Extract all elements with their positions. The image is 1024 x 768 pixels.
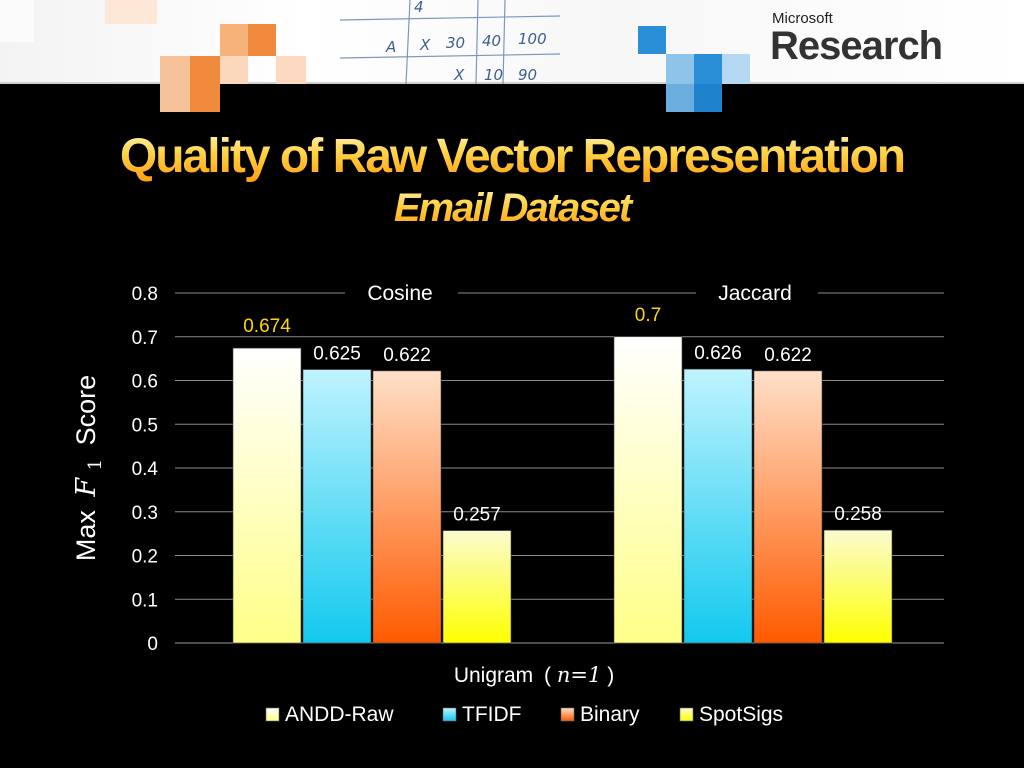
header-banner: A X 30 40 100 X 10 90 4 Microsoft Resear… — [0, 0, 1024, 112]
y-tick-label: 0.8 — [132, 284, 158, 305]
y-tick-label: 0.1 — [132, 590, 158, 611]
legend-swatch — [442, 707, 457, 722]
bar — [372, 370, 442, 644]
y-axis-ticks: 0 0.1 0.2 0.3 0.4 0.5 0.6 0.7 0.8 — [132, 284, 159, 655]
handwriting-text: 10 — [484, 66, 503, 84]
bar — [683, 368, 753, 644]
handwriting-text: X — [453, 66, 465, 84]
banner-tile — [190, 56, 220, 112]
banner-tile — [638, 26, 666, 54]
bar — [442, 530, 512, 644]
bar — [232, 347, 302, 644]
banner-tile — [276, 56, 306, 84]
axis-titles: Max F 1 Score Unigram ( n=1 ) — [71, 375, 614, 687]
x-axis-label-math: n=1 — [557, 663, 601, 687]
panel-labels: Cosine Jaccard — [367, 282, 791, 305]
y-tick-label: 0.6 — [132, 372, 158, 393]
bar — [613, 336, 683, 644]
legend-swatch — [560, 707, 575, 722]
banner-tile — [105, 0, 157, 24]
y-tick-label: 0.5 — [132, 415, 158, 436]
data-label: 0.626 — [694, 343, 742, 364]
y-tick-label: 0.7 — [132, 328, 158, 349]
y-axis-label-suffix: Score — [71, 375, 101, 446]
data-label: 0.625 — [313, 344, 361, 365]
x-axis-label-main: Unigram — [454, 664, 533, 687]
bar — [823, 529, 893, 644]
handwriting-text: 30 — [446, 34, 465, 52]
legend-label: ANDD-Raw — [285, 703, 394, 726]
data-label: 0.258 — [834, 504, 882, 525]
banner-tile — [722, 54, 750, 84]
y-tick-label: 0.4 — [132, 459, 159, 480]
handwriting-text: 4 — [414, 0, 424, 16]
y-axis-label-prefix: Max — [71, 510, 101, 562]
data-labels: 0.674 0.625 0.622 0.257 0.7 0.626 0.622 0.258 — [243, 305, 882, 526]
logo-division: Research — [770, 24, 943, 68]
y-axis-label-var: F — [71, 477, 102, 498]
slide-titles: Quality of Raw Vector Representation Ema… — [0, 130, 1024, 232]
panel-label: Cosine — [367, 282, 432, 305]
bars — [232, 336, 893, 644]
handwriting-text: A — [385, 38, 396, 56]
legend-swatch — [265, 707, 280, 722]
data-label: 0.674 — [243, 316, 291, 337]
handwriting-text: 90 — [518, 66, 537, 84]
legend: ANDD-Raw TFIDF Binary SpotSigs — [265, 703, 783, 726]
data-label: 0.7 — [635, 305, 661, 326]
banner-tile — [220, 24, 248, 56]
banner-tile — [694, 84, 722, 112]
banner-tile — [0, 0, 34, 42]
microsoft-research-logo: Microsoft Research — [770, 6, 1010, 68]
data-label: 0.622 — [764, 345, 812, 366]
handwriting-text: 40 — [482, 32, 501, 50]
slide-title: Quality of Raw Vector Representation — [0, 130, 1024, 184]
handwriting-text: 100 — [518, 30, 547, 48]
panel-label: Jaccard — [718, 282, 792, 305]
banner-tile — [160, 56, 190, 112]
banner-tile — [248, 24, 276, 56]
y-tick-label: 0.3 — [132, 503, 158, 524]
y-tick-label: 0.2 — [132, 547, 158, 568]
legend-swatch — [679, 707, 694, 722]
x-axis-label-paren-close: ) — [607, 664, 614, 687]
data-label: 0.622 — [383, 345, 431, 366]
y-axis-label: Max F 1 Score — [71, 375, 107, 561]
x-axis-label: Unigram ( n=1 ) — [454, 663, 614, 687]
slide-subtitle: Email Dataset — [0, 184, 1024, 232]
bar — [753, 370, 823, 644]
bar — [302, 369, 372, 644]
legend-label: SpotSigs — [699, 703, 783, 726]
banner-tile — [694, 54, 722, 84]
banner-tile — [220, 56, 248, 84]
legend-label: TFIDF — [462, 703, 521, 726]
handwritten-notes: A X 30 40 100 X 10 90 4 — [339, 0, 561, 84]
bar-chart: 00.10.20.30.40.50.60.70.8 Cosine Jaccard … — [71, 282, 944, 726]
banner-tile — [666, 84, 694, 112]
logo-company: Microsoft — [772, 10, 833, 27]
banner-tile — [666, 54, 694, 84]
data-label: 0.257 — [453, 505, 501, 526]
legend-label: Binary — [580, 703, 640, 726]
handwriting-text: X — [419, 36, 431, 54]
y-tick-label: 0 — [147, 634, 158, 655]
x-axis-label-paren-open: ( — [544, 664, 551, 687]
y-axis-label-sub: 1 — [85, 459, 106, 470]
